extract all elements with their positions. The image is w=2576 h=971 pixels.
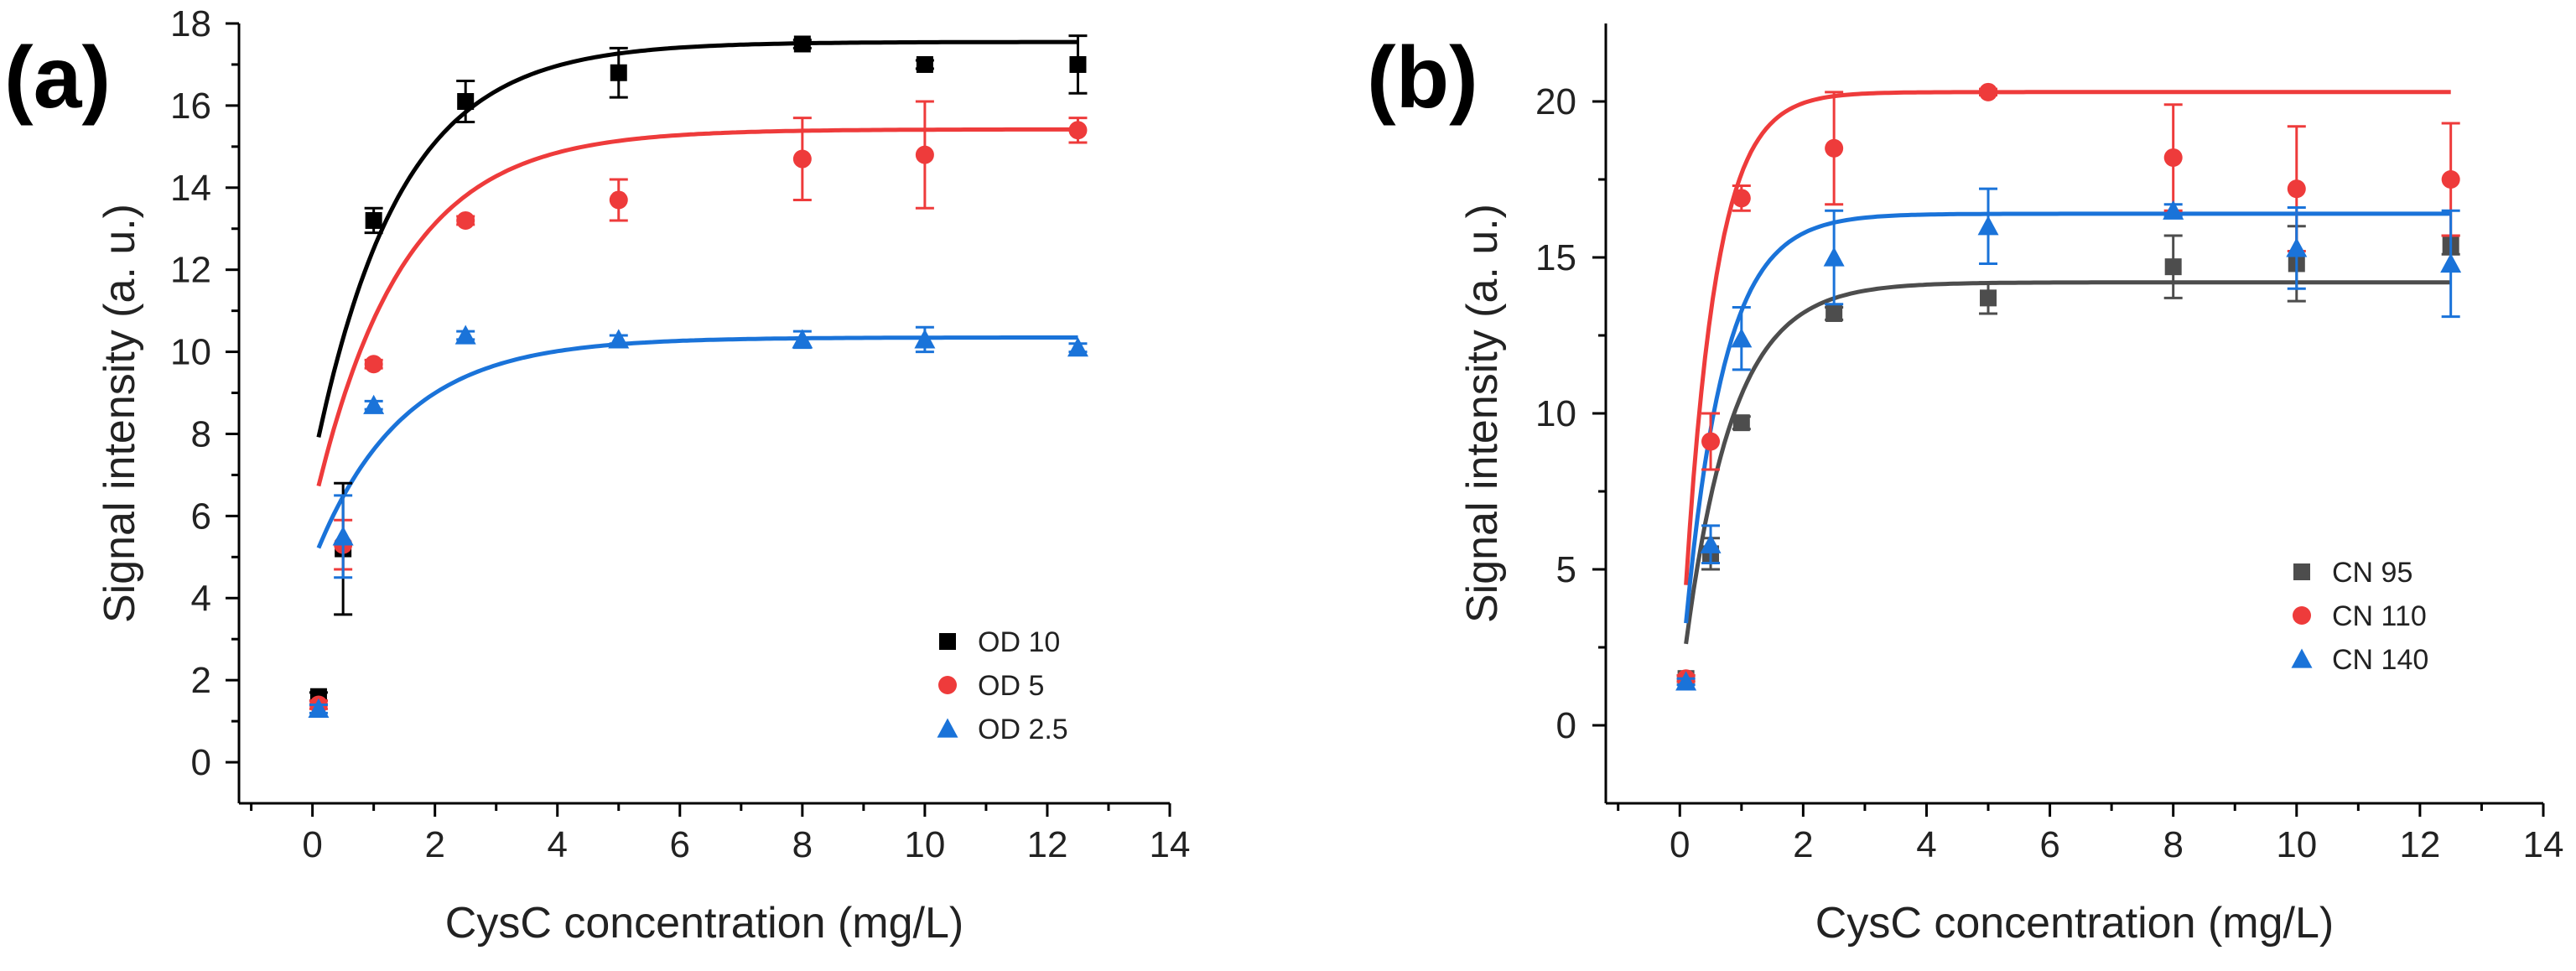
data-point	[1700, 533, 1722, 553]
data-point	[610, 64, 627, 81]
data-point	[792, 149, 812, 169]
data-point	[915, 145, 934, 164]
y-tick-label: 14	[170, 168, 211, 209]
data-point	[2163, 148, 2183, 167]
fit-curve	[316, 39, 1078, 438]
x-tick-label: 0	[302, 824, 322, 865]
data-point	[457, 93, 475, 110]
data-point	[363, 394, 385, 414]
x-tick-label: 14	[1150, 824, 1191, 865]
x-axis-title: CysC concentration (mg/L)	[445, 899, 963, 948]
data-point	[2286, 237, 2308, 257]
y-tick-label: 2	[191, 660, 211, 701]
data-point	[1068, 121, 1088, 140]
legend-label: OD 2.5	[978, 714, 1068, 745]
fit-curve	[316, 127, 1078, 487]
x-tick-label: 6	[2039, 824, 2059, 865]
x-tick-label: 10	[2276, 824, 2317, 865]
x-tick-label: 8	[2163, 824, 2183, 865]
fit-curve	[1684, 211, 2451, 624]
panel-label: (a)	[4, 29, 111, 127]
fit-curve	[1684, 90, 2451, 585]
data-point	[1732, 414, 1750, 432]
x-tick-label: 4	[547, 824, 567, 865]
data-point	[2440, 252, 2462, 273]
fit-curve	[1684, 280, 2451, 645]
y-tick-label: 10	[170, 332, 211, 373]
y-tick-label: 5	[1556, 549, 1576, 590]
y-axis-title: Signal intensity (a. u.)	[1458, 204, 1507, 623]
legend-label: OD 5	[978, 670, 1044, 702]
data-point	[792, 329, 813, 349]
data-point	[454, 325, 476, 345]
legend-label: CN 95	[2332, 557, 2412, 589]
data-point	[1701, 432, 1721, 451]
data-point	[914, 329, 936, 349]
data-point	[1980, 289, 1997, 307]
data-point	[308, 698, 330, 719]
legend-marker	[938, 676, 957, 694]
legend-label: CN 140	[2332, 644, 2428, 676]
y-tick-label: 12	[170, 250, 211, 291]
data-point	[1067, 337, 1088, 357]
data-point	[2287, 179, 2306, 199]
x-tick-label: 2	[424, 824, 444, 865]
legend-label: OD 10	[978, 626, 1060, 658]
panel-label: (b)	[1367, 29, 1478, 127]
panel-b: (b) 0 2 4 6 8 10 12 14 0 5 10 15 20 CysC concentration…	[1367, 23, 2563, 948]
data-point	[1823, 247, 1845, 267]
legend-marker	[2293, 606, 2311, 625]
y-tick-label: 4	[191, 578, 211, 619]
x-tick-label: 0	[1670, 824, 1690, 865]
y-tick-label: 15	[1535, 237, 1576, 278]
y-tick-label: 20	[1535, 81, 1576, 122]
data-point	[1675, 671, 1697, 691]
y-axis-title: Signal intensity (a. u.)	[96, 204, 144, 623]
data-point	[2163, 200, 2184, 220]
panel-a: (a) 0 2 4 6 8 10 12 14 0 2 4 6 8 10 12 14 16 18 CysC concen…	[4, 3, 1190, 948]
legend-marker	[939, 633, 956, 650]
x-axis-title: CysC concentration (mg/L)	[1815, 899, 2334, 948]
data-point	[916, 55, 933, 73]
data-point	[608, 329, 630, 349]
data-point	[1826, 304, 1843, 322]
data-point	[1731, 328, 1753, 348]
x-tick-label: 6	[670, 824, 690, 865]
x-tick-label: 2	[1793, 824, 1813, 865]
x-tick-label: 12	[2399, 824, 2440, 865]
y-tick-label: 0	[1556, 705, 1576, 746]
x-tick-label: 8	[792, 824, 813, 865]
x-tick-label: 14	[2523, 824, 2564, 865]
legend-marker	[937, 718, 958, 738]
x-tick-label: 4	[1916, 824, 1936, 865]
data-point	[364, 355, 383, 374]
data-point	[1732, 189, 1751, 208]
data-point	[365, 211, 382, 229]
y-tick-label: 18	[170, 3, 211, 44]
y-tick-label: 16	[170, 86, 211, 127]
y-tick-label: 6	[191, 496, 211, 537]
data-point	[456, 210, 475, 230]
fit-curve	[316, 335, 1078, 549]
legend-marker	[2293, 563, 2310, 580]
data-point	[1977, 215, 1999, 236]
data-point	[2164, 258, 2182, 276]
data-point	[1069, 55, 1087, 73]
y-tick-label: 8	[191, 413, 211, 454]
data-point	[609, 190, 628, 210]
legend-marker	[2291, 648, 2313, 668]
x-tick-label: 10	[904, 824, 945, 865]
data-point	[793, 35, 811, 53]
y-tick-label: 0	[191, 742, 211, 783]
y-tick-label: 10	[1535, 393, 1576, 434]
data-point	[332, 526, 354, 546]
data-point	[1979, 82, 1998, 101]
x-tick-label: 12	[1026, 824, 1067, 865]
legend-label: CN 110	[2332, 600, 2427, 632]
data-point	[2441, 170, 2460, 189]
data-point	[1825, 138, 1844, 158]
